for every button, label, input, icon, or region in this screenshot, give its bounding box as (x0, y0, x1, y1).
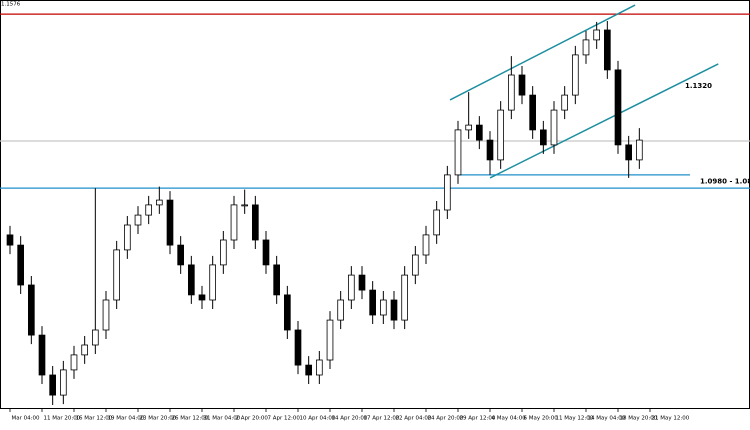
x-tick-label: 18 May 20:00 (620, 416, 658, 422)
x-tick-label: 11 Mar 20:00 (44, 416, 81, 422)
candle-body (326, 319, 334, 361)
candle-body (572, 54, 579, 96)
x-tick-label: 10 Apr 04:00 (300, 416, 336, 422)
x-tick-label: 14 May 04:00 (588, 416, 626, 422)
candle-body (230, 204, 238, 241)
candle-body (38, 334, 46, 376)
x-tick-label: 26 Mar 12:00 (172, 416, 209, 422)
x-tick-label: 17 Apr 12:00 (364, 416, 400, 422)
candle-body (294, 329, 302, 366)
candle-body (315, 359, 323, 376)
x-tick-label: 21 May 12:00 (652, 416, 690, 422)
x-tick-label: 22 Apr 04:00 (396, 416, 432, 422)
candle-body (582, 39, 590, 56)
candle-body (81, 344, 88, 356)
x-tick-label: 24 Apr 20:00 (428, 416, 464, 422)
candle-body (550, 109, 558, 146)
candle-body (145, 204, 153, 216)
x-tick-label: 31 Mar 04:00 (204, 416, 241, 422)
candle-body (540, 129, 547, 146)
x-tick-label: 7 Apr 12:00 (268, 416, 301, 422)
candle-body (401, 274, 409, 321)
candle-body (49, 374, 57, 396)
candle-body (17, 244, 25, 286)
candle-body (507, 74, 515, 111)
candle-body (187, 264, 195, 296)
candle-body (369, 289, 377, 316)
candle-body (497, 109, 505, 161)
candle-body (283, 294, 291, 331)
candle-body (70, 354, 78, 371)
candle-body (443, 174, 451, 211)
candle-body (390, 299, 398, 321)
candle-body (454, 129, 462, 176)
x-tick-label: 19 Mar 04:00 (108, 416, 145, 422)
candle-body (305, 364, 313, 376)
candle-body (337, 299, 345, 321)
trendline (449, 4, 636, 101)
candle-body (27, 284, 35, 336)
candle-body (92, 329, 99, 346)
x-tick-label: 6 May 20:00 (524, 416, 559, 422)
candle-body (411, 254, 419, 276)
candle-body (102, 299, 110, 331)
candle-body (593, 29, 601, 41)
candle-body (347, 274, 355, 301)
candle-body (475, 124, 483, 141)
candle-body (198, 294, 206, 301)
x-tick-label: 29 Apr 12:00 (460, 416, 496, 422)
candle-body (251, 204, 259, 241)
candle-body (177, 244, 185, 266)
candle-body (6, 234, 14, 246)
candle-body (604, 29, 611, 71)
candle-body (625, 144, 633, 161)
candle-body (273, 264, 281, 296)
x-tick-label: 4 May 04:00 (492, 416, 527, 422)
x-tick-label: 2 Apr 20:00 (236, 416, 269, 422)
candle-body (124, 224, 131, 251)
candle-body (465, 124, 473, 131)
x-tick-label: 23 Mar 20:00 (140, 416, 177, 422)
candle-body (60, 369, 67, 396)
plot-frame (0, 0, 750, 409)
candle-body (486, 139, 494, 161)
candle-body (262, 239, 270, 266)
price-label: 1.1576 (1, 2, 21, 8)
candle-body (209, 264, 217, 301)
x-tick-label: 14 Apr 20:00 (332, 416, 368, 422)
candle-body (358, 274, 366, 291)
x-tick-label: 11 May 12:00 (556, 416, 594, 422)
candle-body (529, 94, 537, 131)
candle-body (219, 239, 227, 266)
candle-body (155, 199, 163, 206)
candle-body (518, 74, 526, 96)
candle-body (113, 249, 120, 301)
candle-body (134, 214, 142, 226)
x-tick-label: Mar 04:00 (12, 416, 40, 422)
annotation: 1.0980 - 1.080 (700, 178, 750, 186)
candle-body (422, 234, 430, 256)
candle-body (379, 299, 387, 316)
candle-body (241, 204, 249, 207)
candle-body (433, 209, 441, 236)
candle-body (636, 139, 643, 161)
candle-body (166, 199, 174, 246)
annotation: 1.1320 (685, 82, 712, 90)
x-tick-label: 16 Mar 12:00 (76, 416, 113, 422)
candle-body (561, 94, 569, 111)
trendline (489, 63, 719, 179)
candle-body (614, 69, 622, 146)
